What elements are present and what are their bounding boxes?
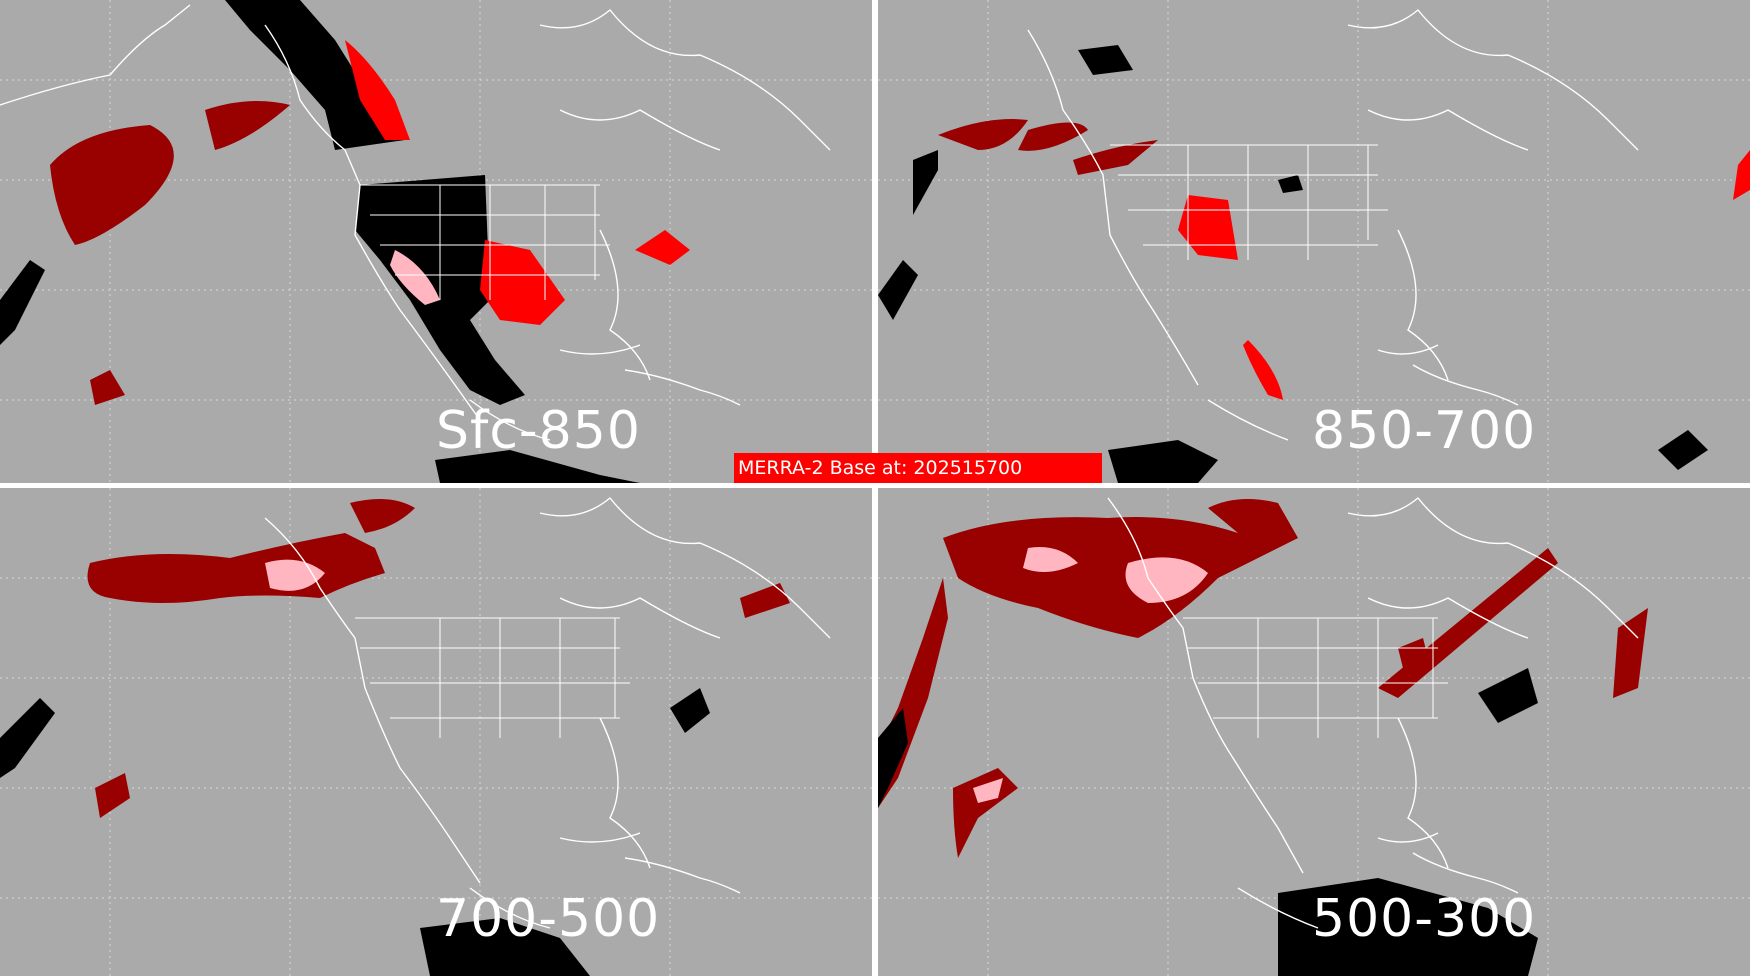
- panel-label: 700-500: [436, 889, 661, 949]
- map-panel-850-700: 850-700: [878, 0, 1750, 483]
- panel-label: 850-700: [1312, 401, 1537, 461]
- map-canvas-700-500: [0, 488, 872, 976]
- panel-label: 500-300: [1312, 889, 1537, 949]
- map-canvas-sfc-850: [0, 0, 872, 483]
- map-panel-700-500: 700-500: [0, 488, 872, 976]
- map-panel-sfc-850: Sfc-850: [0, 0, 872, 483]
- panel-label: Sfc-850: [436, 401, 641, 461]
- horizontal-divider: [0, 483, 1750, 488]
- map-canvas-850-700: [878, 0, 1750, 483]
- vertical-divider: [872, 0, 878, 976]
- map-panel-500-300: 500-300: [878, 488, 1750, 976]
- base-date-banner: MERRA-2 Base at: 202515700: [734, 453, 1102, 483]
- map-canvas-500-300: [878, 488, 1750, 976]
